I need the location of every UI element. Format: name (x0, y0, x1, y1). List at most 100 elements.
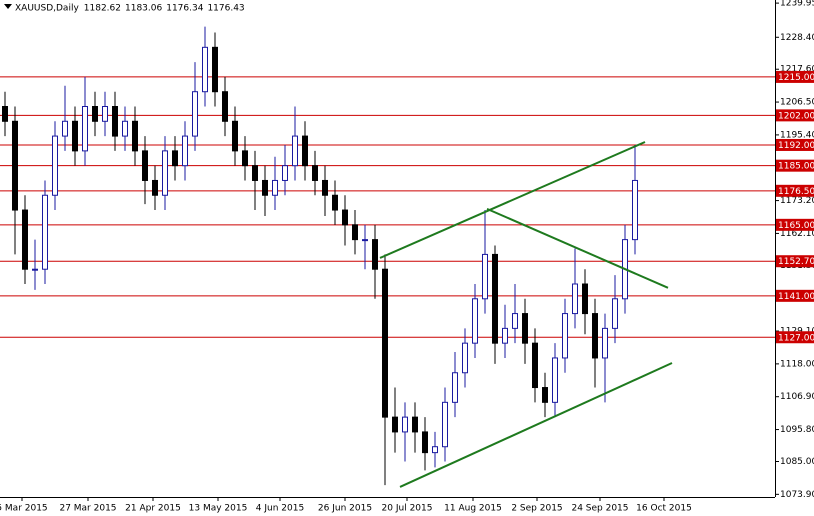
candle-body (82, 106, 88, 152)
level-label: 1141.00 (778, 292, 814, 302)
candle-body (422, 431, 428, 454)
candle-body (262, 179, 268, 196)
candle-body (302, 135, 308, 167)
level-tag (776, 159, 814, 172)
trendline (486, 207, 669, 289)
candle-body (72, 120, 78, 152)
candle-body (522, 313, 528, 344)
candle-body (482, 253, 488, 300)
level-tag (776, 255, 814, 268)
x-tick-label: 27 Mar 2015 (59, 504, 116, 514)
level-label: 1192.00 (778, 141, 814, 151)
level-label: 1152.70 (778, 257, 814, 267)
trendline (379, 141, 646, 259)
x-tick-label: 5 Mar 2015 (0, 504, 48, 514)
x-tick-label: 2 Sep 2015 (511, 504, 562, 514)
candle-body (122, 120, 128, 137)
level-label: 1176.50 (778, 187, 814, 197)
x-tick-label: 24 Sep 2015 (571, 504, 628, 514)
level-tag (776, 184, 814, 197)
candle-body (512, 313, 518, 329)
level-label: 1202.00 (778, 111, 814, 121)
candle-body (182, 135, 188, 167)
candle-body (152, 179, 158, 196)
level-tag (776, 331, 814, 344)
y-tick-label: 1195.40 (780, 130, 814, 140)
candle-body (412, 416, 418, 433)
candle-body (382, 268, 388, 418)
candle-body (212, 46, 218, 93)
candle-body (292, 135, 298, 167)
x-tick-label: 16 Oct 2015 (636, 504, 692, 514)
candle-body (202, 46, 208, 93)
candle-body (552, 357, 558, 403)
y-tick-label: 1206.50 (780, 98, 814, 108)
candle-body (532, 342, 538, 389)
y-tick-label: 1228.40 (780, 33, 814, 43)
header-value: 1176.34 (166, 4, 203, 14)
x-tick-label: 20 Jul 2015 (382, 504, 433, 514)
candle-body (572, 283, 578, 315)
candle-body (222, 91, 228, 122)
candle-body (372, 239, 378, 270)
candle-body (272, 179, 278, 196)
y-tick-label: 1095.80 (780, 425, 814, 435)
candle-body (252, 165, 258, 181)
candle-body (102, 106, 108, 122)
candle-body (582, 283, 588, 315)
y-tick-label: 1162.10 (780, 229, 814, 239)
candle-body (132, 120, 138, 152)
candle-body (282, 165, 288, 181)
header-value: 1182.62 (84, 4, 121, 14)
candle-body (32, 268, 38, 271)
level-label: 1215.00 (778, 73, 814, 83)
level-tag (776, 289, 814, 302)
y-tick-label: 1173.20 (780, 196, 814, 206)
y-tick-label: 1217.60 (780, 65, 814, 75)
candle-body (612, 298, 618, 329)
candle-body (2, 106, 8, 122)
y-tick-label: 1085.00 (780, 457, 814, 467)
level-label: 1165.00 (778, 221, 814, 231)
header-value: 1183.06 (125, 4, 162, 14)
y-tick-label: 1073.90 (780, 490, 814, 500)
candle-body (432, 446, 438, 454)
x-tick-label: 11 Aug 2015 (444, 504, 502, 514)
level-tag (776, 70, 814, 83)
candle-body (402, 416, 408, 433)
candle-body (542, 387, 548, 403)
candle-body (362, 239, 368, 242)
candle-body (312, 165, 318, 181)
candle-body (92, 106, 98, 122)
level-label: 1185.00 (778, 162, 814, 172)
candle-body (112, 106, 118, 137)
level-label: 1127.00 (778, 333, 814, 343)
x-tick-label: 21 Apr 2015 (125, 504, 181, 514)
candle-body (12, 120, 18, 211)
level-tag (776, 218, 814, 231)
candle-body (392, 416, 398, 433)
y-tick-label: 1106.90 (780, 392, 814, 402)
x-tick-label: 13 May 2015 (189, 504, 248, 514)
candle-body (62, 120, 68, 137)
level-tag (776, 138, 814, 151)
candle-body (602, 327, 608, 359)
candle-body (352, 224, 358, 241)
y-tick-label: 1239.95 (780, 0, 814, 9)
menu-icon[interactable] (4, 4, 12, 9)
candle-body (192, 91, 198, 137)
candle-body (242, 150, 248, 167)
level-tag (776, 109, 814, 122)
candle-body (42, 194, 48, 270)
x-tick-label: 26 Jun 2015 (318, 504, 372, 514)
candle-body (52, 135, 58, 196)
candle-body (322, 179, 328, 196)
candle-body (232, 120, 238, 152)
candle-body (632, 179, 638, 241)
chart-title: XAUUSD,Daily (15, 4, 79, 14)
candle-body (442, 401, 448, 448)
x-tick-label: 4 Jun 2015 (256, 504, 304, 514)
candle-body (22, 209, 28, 270)
candle-body (592, 313, 598, 359)
